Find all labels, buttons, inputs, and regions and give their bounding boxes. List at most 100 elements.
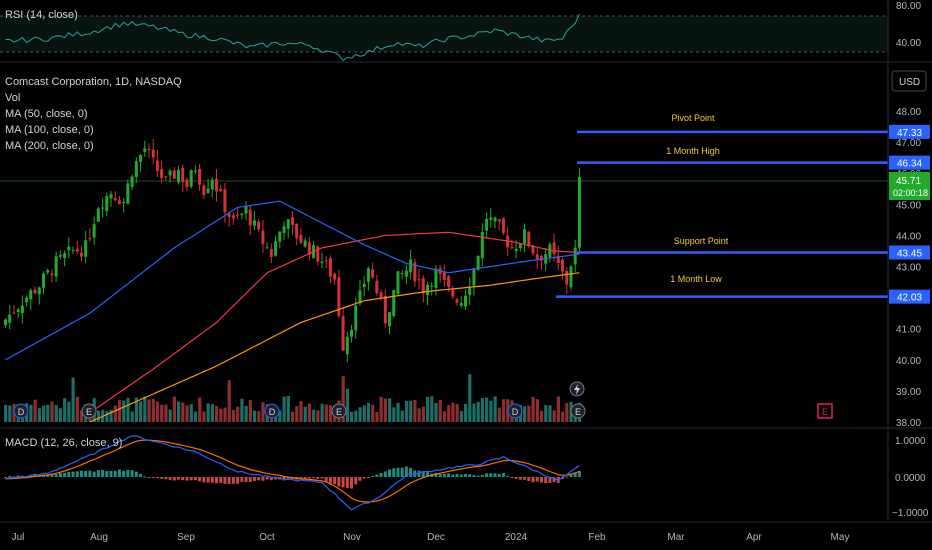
candle-body <box>337 277 341 316</box>
dividend-marker-bg <box>13 403 29 419</box>
macd-hist-bar <box>400 467 404 477</box>
candle-body <box>518 244 522 249</box>
volume-bar <box>286 396 290 422</box>
event-markers: D D DE E E E <box>13 403 833 419</box>
ma100-label: MA (100, close, 0) <box>5 124 94 136</box>
macd-line <box>5 435 580 511</box>
candle-body <box>392 290 396 317</box>
macd-hist-bar <box>358 477 362 481</box>
volume-bar <box>556 396 561 422</box>
volume-bar <box>185 405 189 422</box>
macd-hist-bar <box>447 473 451 477</box>
volume-bar <box>151 398 155 422</box>
macd-hist-bar <box>366 477 370 479</box>
currency-button[interactable]: USD <box>891 70 927 92</box>
volume-bar <box>392 407 396 422</box>
volume-bar <box>189 404 193 422</box>
macd-hist-bar <box>231 477 235 484</box>
volume-bar <box>379 396 383 422</box>
macd-hist-bar <box>316 477 320 479</box>
macd-hist-bar <box>493 473 497 477</box>
macd-hist-bar <box>160 477 164 479</box>
macd-hist-bar <box>552 477 556 483</box>
volume-bar <box>227 380 231 422</box>
level-label: Support Point <box>674 236 729 246</box>
macd-hist-bar <box>417 470 421 477</box>
volume-bar <box>223 407 227 422</box>
macd-hist-bar <box>101 469 105 477</box>
candle-body <box>434 268 438 288</box>
price-axis[interactable]: 80.00 40.00 USD 48.0047.0046.0045.0044.0… <box>887 0 930 520</box>
level-lines: Pivot Point 1 Month High Support Point 1 Mo… <box>556 113 888 298</box>
dividend-marker: D <box>18 407 25 417</box>
candle-body <box>569 266 573 288</box>
macd-hist-bar <box>438 473 442 477</box>
macd-hist-bar <box>139 473 143 477</box>
candle-body <box>354 305 358 331</box>
dividend-marker: D <box>512 407 519 417</box>
macd-hist-bar <box>126 469 130 477</box>
macd-hist-bar <box>215 477 218 484</box>
macd-hist-bar <box>459 474 463 477</box>
candle-body <box>160 169 164 178</box>
macd-hist-bar <box>307 477 311 479</box>
volume-bar <box>172 396 176 422</box>
time-axis[interactable]: Jul Aug Sep Oct Nov Dec 2024 Feb Mar Apr May <box>0 521 932 543</box>
volume-bar <box>71 377 75 422</box>
candle-body <box>417 279 421 281</box>
volume-bar <box>303 406 307 422</box>
candle-body <box>92 224 96 238</box>
volume-bar <box>29 404 33 422</box>
dividend-marker-bg <box>507 403 523 419</box>
rsi-line <box>5 13 580 62</box>
volume-bar <box>290 411 295 422</box>
volume-bar <box>345 388 350 422</box>
volume-bar <box>215 405 219 422</box>
macd-label: MACD (12, 26, close, 9) <box>5 437 122 449</box>
rsi-label: RSI (14, close) <box>5 9 78 21</box>
earnings-marker-bg <box>331 403 347 419</box>
macd-hist-bar <box>71 471 75 477</box>
volume-bar <box>468 374 472 422</box>
macd-hist-bar <box>193 477 197 481</box>
candle-body <box>324 260 328 262</box>
level-tag-value: 42.03 <box>897 293 922 304</box>
volume-bar <box>244 405 248 422</box>
volume-bar <box>480 398 485 422</box>
volume-bar <box>396 402 400 422</box>
volume-bar <box>67 401 71 422</box>
macd-hist-bar <box>379 472 383 477</box>
lightning-icon[interactable] <box>569 381 585 397</box>
macd-hist-bar <box>426 472 429 477</box>
candle-body <box>168 170 172 176</box>
macd-hist-bar <box>223 477 227 484</box>
volume-bar <box>143 396 147 422</box>
candle-body <box>388 312 392 327</box>
earnings-marker: E <box>336 407 342 417</box>
volume-bar <box>219 408 223 422</box>
volume-bar <box>252 410 257 422</box>
macd-hist-bar <box>328 477 332 484</box>
volume-bar <box>421 406 425 422</box>
macd-hist-bar <box>54 473 58 477</box>
macd-hist-bar <box>181 477 185 481</box>
candle-body <box>147 148 151 151</box>
price-pane: Pivot Point 1 Month High Support Point 1 Mo… <box>0 76 888 423</box>
macd-hist-bar <box>388 469 392 477</box>
time-label: Sep <box>177 532 195 543</box>
candle-body <box>316 246 320 262</box>
candle-body <box>151 149 155 158</box>
future-earnings-marker: E <box>822 407 828 417</box>
volume-bar <box>46 404 50 422</box>
candle-body <box>476 255 480 270</box>
volume-bar <box>539 410 544 422</box>
dividend-marker: D <box>269 407 276 417</box>
ma50-label: MA (50, close, 0) <box>5 108 88 120</box>
time-label: Aug <box>90 532 108 543</box>
macd-hist-bar <box>523 477 527 480</box>
candle-body <box>514 248 518 252</box>
volume-bar <box>561 411 565 422</box>
volume-bar <box>126 397 130 422</box>
volume-bar <box>147 399 151 422</box>
volume-bar <box>193 411 198 422</box>
